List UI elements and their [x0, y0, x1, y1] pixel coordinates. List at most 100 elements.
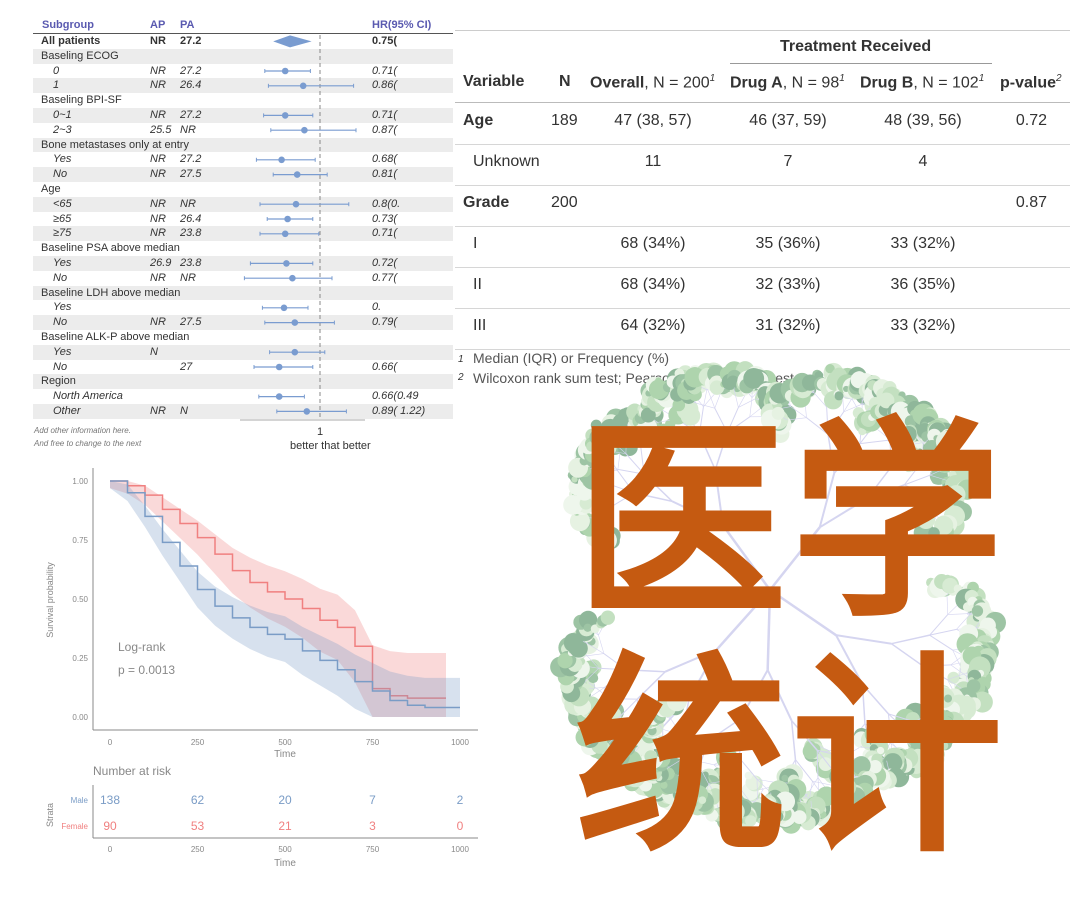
header-bold: Drug A — [730, 74, 783, 91]
header-bold: Drug B — [860, 74, 913, 91]
risk-x-tick: 1000 — [451, 845, 469, 854]
risk-strata-label: Female — [61, 822, 88, 831]
risk-count: 7 — [369, 793, 376, 807]
column-header: Overall, N = 2001 — [590, 73, 715, 92]
km-plot: 0.00 0.25 0.50 0.75 1.00 0 250 500 750 1000 Time Su… — [0, 460, 520, 911]
x-tick-1: 1 — [317, 426, 323, 438]
risk-count: 53 — [191, 819, 205, 833]
header-bold: p-value — [1000, 74, 1056, 91]
hr-point — [282, 231, 289, 238]
hr-point — [292, 319, 299, 326]
cell-overall: 47 (38, 57) — [593, 112, 713, 130]
header-sup: 2 — [1056, 73, 1062, 84]
cell-variable: Age — [463, 112, 493, 130]
risk-table-ylabel: Strata — [45, 803, 55, 827]
header-bold: N — [559, 73, 571, 90]
cell-b: 48 (39, 56) — [863, 112, 983, 130]
header-rest: , N = 200 — [644, 74, 709, 91]
hr-point — [283, 260, 290, 267]
note-2: And free to change to the next — [34, 439, 141, 448]
risk-count: 90 — [103, 819, 117, 833]
hr-point — [304, 408, 311, 415]
column-header: Drug A, N = 981 — [730, 73, 845, 92]
y-tick-label: 0.75 — [72, 536, 88, 545]
cell-n: 200 — [551, 194, 578, 212]
x-tick-label: 0 — [108, 738, 113, 747]
hr-point — [281, 305, 288, 312]
row-rule — [455, 226, 1070, 227]
cell-n: 189 — [551, 112, 578, 130]
risk-count: 62 — [191, 793, 205, 807]
y-axis-label: Survival probability — [45, 562, 55, 638]
column-header: p-value2 — [1000, 73, 1062, 92]
risk-x-tick: 250 — [191, 845, 205, 854]
cell-b: 36 (35%) — [863, 276, 983, 294]
risk-count: 3 — [369, 819, 376, 833]
cell-variable: II — [473, 276, 482, 294]
y-tick-label: 0.00 — [72, 713, 88, 722]
hr-point — [294, 171, 301, 178]
hr-point — [282, 68, 289, 75]
header-sup: 1 — [710, 73, 716, 84]
table-spanner: Treatment Received — [780, 38, 931, 56]
header-sup: 1 — [979, 73, 985, 84]
row-rule — [455, 185, 1070, 186]
risk-x-tick: 0 — [108, 845, 113, 854]
hr-point — [300, 83, 307, 90]
risk-count: 21 — [278, 819, 292, 833]
row-rule — [455, 267, 1070, 268]
hr-point — [282, 112, 289, 119]
x-tick-label: 750 — [366, 738, 380, 747]
header-bold: Variable — [463, 73, 524, 90]
x-tick-label: 250 — [191, 738, 205, 747]
cell-overall: 68 (34%) — [593, 276, 713, 294]
annotation-logrank: Log-rank — [118, 640, 166, 654]
cell-a: 7 — [728, 153, 848, 171]
header-bold: Overall — [590, 74, 644, 91]
header-rest: , N = 102 — [913, 74, 978, 91]
risk-count: 2 — [457, 793, 464, 807]
column-header: Drug B, N = 1021 — [860, 73, 984, 92]
cell-variable: Unknown — [473, 153, 540, 171]
cell-p: 0.72 — [1010, 112, 1047, 130]
hr-point — [276, 364, 283, 371]
header-rule — [455, 102, 1070, 103]
risk-x-label: Time — [274, 858, 296, 869]
y-tick-label: 0.50 — [72, 595, 88, 604]
column-header: Variable — [463, 73, 524, 91]
row-rule — [455, 144, 1070, 145]
x-axis-label: Time — [274, 749, 296, 760]
risk-x-tick: 750 — [366, 845, 380, 854]
top-rule — [455, 30, 1070, 31]
header-rest: , N = 98 — [783, 74, 839, 91]
hr-diamond — [273, 35, 311, 47]
cell-overall: 11 — [593, 153, 713, 171]
hr-point — [276, 393, 283, 400]
risk-count: 138 — [100, 793, 120, 807]
risk-x-tick: 500 — [278, 845, 292, 854]
cell-b: 4 — [863, 153, 983, 171]
hr-point — [278, 157, 285, 164]
forest-marks — [0, 0, 455, 460]
cell-variable: I — [473, 235, 477, 253]
overlay-title: 医学统计 — [575, 405, 1045, 875]
risk-count: 20 — [278, 793, 292, 807]
cell-variable: Grade — [463, 194, 509, 212]
cell-overall: 68 (34%) — [593, 235, 713, 253]
x-tick-label: 1000 — [451, 738, 469, 747]
hr-point — [293, 201, 300, 208]
note-1: Add other information here. — [34, 426, 131, 435]
header-sup: 1 — [839, 73, 845, 84]
y-tick-label: 0.25 — [72, 654, 88, 663]
tree-leaf — [853, 371, 865, 383]
hr-point — [292, 349, 299, 356]
spanner-rule — [730, 63, 992, 64]
y-tick-label: 1.00 — [72, 477, 88, 486]
risk-strata-label: Male — [71, 796, 89, 805]
cell-b: 33 (32%) — [863, 235, 983, 253]
cell-a: 46 (37, 59) — [728, 112, 848, 130]
cell-variable: III — [473, 317, 486, 335]
x-axis-label: better that better — [290, 440, 371, 452]
cell-p: 0.87 — [1010, 194, 1047, 212]
